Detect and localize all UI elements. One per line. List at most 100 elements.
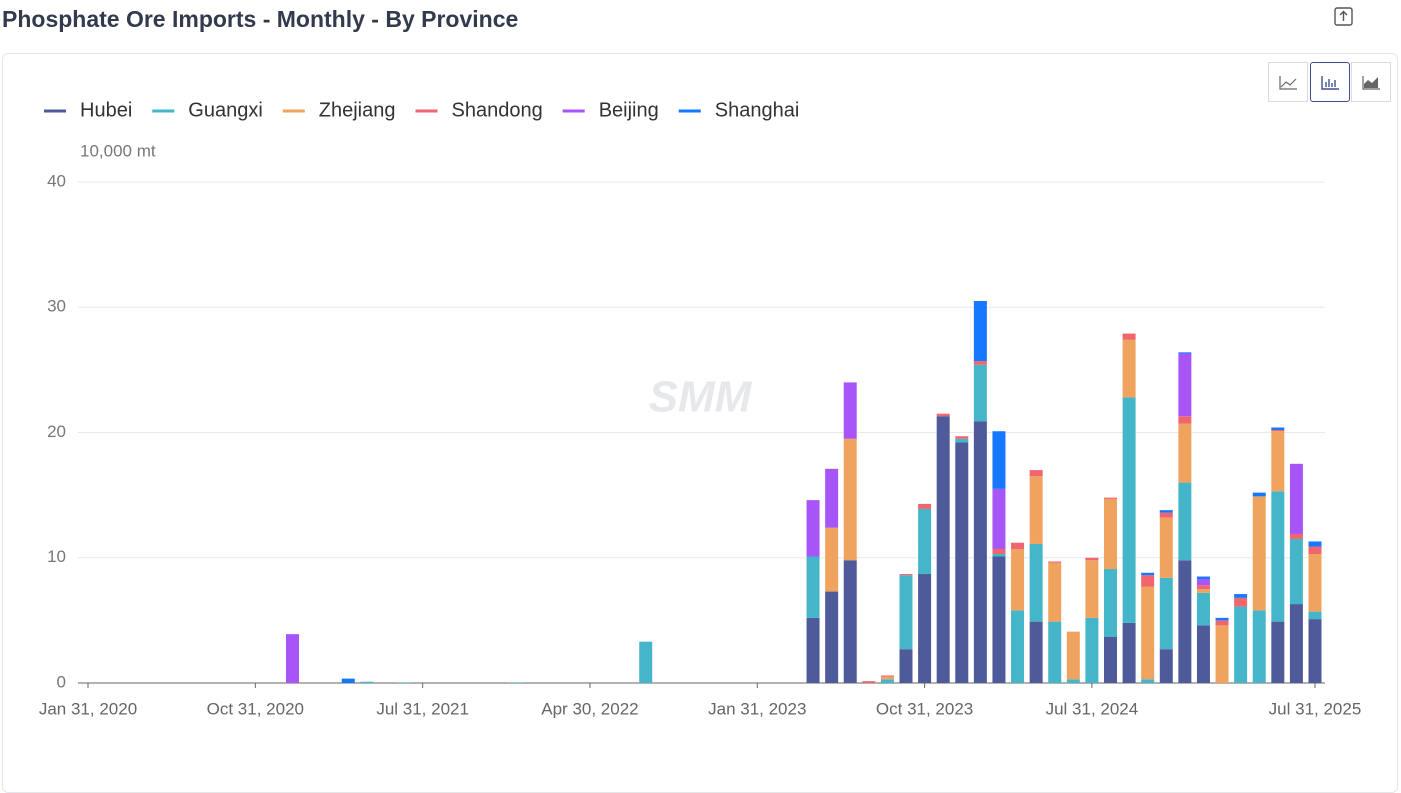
bar-segment — [1196, 589, 1210, 593]
bar-segment — [1178, 423, 1192, 483]
bar-segment — [1196, 579, 1210, 586]
x-tick-label: Oct 31, 2020 — [207, 699, 304, 718]
bar-segment — [806, 617, 820, 683]
bar-segment — [1159, 517, 1173, 578]
bar-segment — [286, 634, 299, 683]
bar-segment — [1308, 619, 1322, 683]
y-tick-label: 30 — [47, 297, 66, 316]
bar-segment — [973, 364, 987, 422]
bar-segment — [992, 548, 1006, 554]
bar-segment — [639, 641, 653, 683]
bar-segment — [1271, 429, 1285, 432]
bar-segment — [992, 556, 1006, 683]
y-tick-label: 40 — [47, 171, 66, 190]
bar-segment — [1178, 416, 1192, 424]
chart: SMM 10,000 mt 0 10 20 30 40 Jan 31, 2020 Oct 31,… — [39, 99, 1362, 718]
page-title: Phosphate Ore Imports - Monthly - By Pro… — [2, 6, 519, 32]
bar-segment — [1196, 585, 1210, 590]
bar-segment — [1289, 463, 1303, 534]
bar-segment — [973, 421, 987, 683]
bar-segment — [1048, 562, 1062, 622]
legend-label: Shanghai — [715, 99, 800, 121]
bar-segment — [1122, 622, 1136, 683]
bar-segment — [899, 574, 913, 576]
x-tick-label: Jul 31, 2025 — [1269, 699, 1362, 718]
bar-segment — [341, 678, 355, 683]
bar-segment — [1196, 592, 1210, 626]
bar-segment — [1029, 543, 1043, 622]
bar-segment — [1252, 496, 1266, 611]
bar-segment — [1122, 333, 1136, 340]
bar-segment — [1271, 427, 1285, 430]
bar-segment — [1141, 575, 1155, 587]
bar-segment — [1066, 631, 1080, 680]
bar-segment — [1085, 557, 1099, 561]
bar-segment — [1178, 352, 1192, 354]
bar-segment — [806, 500, 820, 557]
x-tick-label: Oct 31, 2023 — [876, 699, 973, 718]
bar-segment — [1141, 679, 1155, 683]
bar-segment — [1215, 617, 1229, 621]
y-tick-label: 10 — [47, 547, 66, 566]
bar-segment — [825, 591, 839, 683]
export-icon[interactable] — [1333, 6, 1355, 28]
bar-segment — [1271, 431, 1285, 492]
bar-segment — [1178, 353, 1192, 417]
legend-label: Shandong — [451, 99, 542, 121]
bar-segment — [973, 300, 987, 362]
bar-segment — [1159, 510, 1173, 513]
bar-segment — [955, 442, 969, 683]
bar-segment — [825, 468, 839, 528]
bar-segment — [1215, 620, 1229, 626]
unit-label: 10,000 mt — [80, 141, 156, 160]
bar-segment — [1104, 636, 1117, 683]
bar-segment — [1196, 576, 1210, 580]
bar-segment — [936, 416, 950, 683]
bar-segment — [1289, 604, 1303, 683]
y-tick-label: 0 — [57, 672, 66, 691]
legend-label: Hubei — [80, 99, 132, 121]
bar-segment — [1104, 569, 1117, 637]
bar-segment — [1122, 397, 1136, 623]
bar-segment — [806, 556, 820, 618]
bar-segment — [1308, 541, 1322, 547]
bar-segment — [1159, 649, 1173, 683]
x-tick-label: Jul 31, 2024 — [1046, 699, 1139, 718]
bar-segment — [1066, 679, 1080, 683]
bar-segment — [899, 649, 913, 683]
bar-segment — [1159, 577, 1173, 650]
bar-segment — [899, 575, 913, 650]
bar-segment — [862, 681, 876, 683]
area-view-button[interactable] — [1351, 62, 1391, 102]
bar-segment — [1308, 546, 1322, 554]
legend-label: Guangxi — [188, 99, 263, 121]
bar-segment — [397, 682, 411, 683]
x-tick-label: Jan 31, 2020 — [39, 699, 137, 718]
bar-segment — [992, 488, 1006, 549]
bar-segment — [918, 503, 932, 509]
bar-segment — [1289, 533, 1303, 539]
line-view-button[interactable] — [1268, 62, 1308, 102]
watermark: SMM — [649, 373, 753, 422]
bar-segment — [973, 361, 987, 365]
bar-segment — [955, 438, 969, 443]
bar-segment — [1141, 586, 1155, 680]
bar-segment — [1252, 492, 1266, 497]
bar-segment — [1159, 512, 1173, 518]
legend-label: Beijing — [599, 99, 659, 121]
bar-segment — [1011, 542, 1025, 549]
bar-segment — [955, 436, 969, 439]
bar-view-button[interactable] — [1310, 62, 1350, 102]
page: Phosphate Ore Imports - Monthly - By Pro… — [2, 6, 1398, 793]
bar-segment — [1289, 538, 1303, 605]
bar-segment — [1104, 497, 1117, 499]
bar-segment — [1029, 476, 1043, 544]
bar-segment — [1252, 610, 1266, 683]
bar-segment — [1048, 561, 1062, 563]
bar-segment — [843, 382, 857, 439]
bar-segment — [992, 431, 1006, 489]
bar-segment — [509, 682, 523, 683]
bar-segment — [1011, 610, 1025, 683]
y-tick-label: 20 — [47, 422, 66, 441]
bar-segment — [1196, 625, 1210, 683]
